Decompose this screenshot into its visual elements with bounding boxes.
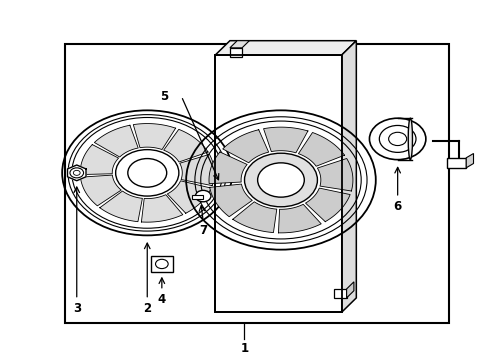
Circle shape (127, 158, 166, 187)
Circle shape (195, 190, 210, 202)
Text: 3: 3 (73, 302, 81, 315)
Text: 4: 4 (158, 293, 165, 306)
Polygon shape (278, 204, 321, 233)
Text: 2: 2 (143, 302, 151, 315)
Polygon shape (133, 123, 175, 149)
Bar (192, 195, 203, 199)
Polygon shape (223, 130, 268, 163)
Polygon shape (209, 184, 252, 217)
Polygon shape (208, 152, 246, 184)
Polygon shape (346, 282, 353, 298)
Polygon shape (80, 145, 118, 175)
Circle shape (388, 132, 406, 145)
Polygon shape (94, 125, 138, 157)
Polygon shape (180, 154, 214, 186)
Polygon shape (317, 158, 352, 191)
Circle shape (369, 118, 425, 159)
Polygon shape (232, 202, 276, 233)
Bar (151, 256, 172, 272)
Circle shape (379, 125, 415, 152)
Circle shape (257, 163, 304, 197)
Polygon shape (263, 127, 307, 153)
Text: 6: 6 (393, 200, 401, 213)
Circle shape (70, 168, 83, 178)
Polygon shape (465, 153, 472, 168)
Text: 5: 5 (160, 90, 168, 103)
Bar (334, 289, 346, 298)
Text: 7: 7 (199, 224, 207, 237)
Ellipse shape (407, 118, 411, 159)
Circle shape (244, 153, 317, 207)
Bar (229, 48, 242, 57)
Text: 1: 1 (240, 342, 248, 355)
Circle shape (116, 150, 179, 196)
Polygon shape (215, 41, 356, 55)
Polygon shape (215, 55, 341, 312)
Polygon shape (229, 41, 249, 48)
Polygon shape (80, 175, 121, 206)
Polygon shape (341, 41, 356, 312)
Polygon shape (100, 191, 142, 222)
Polygon shape (305, 188, 349, 222)
Polygon shape (167, 181, 211, 213)
Polygon shape (141, 195, 183, 222)
Circle shape (73, 170, 80, 175)
Polygon shape (67, 165, 86, 181)
Circle shape (155, 259, 168, 269)
Polygon shape (163, 129, 207, 162)
Bar (64, 44, 448, 323)
Bar (446, 158, 465, 168)
Polygon shape (298, 132, 344, 166)
